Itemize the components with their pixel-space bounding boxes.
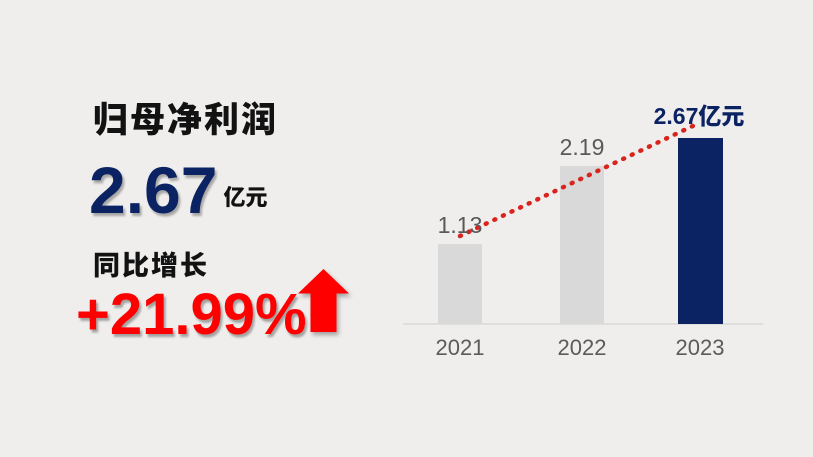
svg-text:2023: 2023: [676, 335, 725, 360]
svg-text:2.67亿元: 2.67亿元: [654, 97, 745, 131]
svg-text:1.13: 1.13: [438, 212, 483, 238]
svg-text:2022: 2022: [558, 335, 607, 360]
svg-text:2021: 2021: [436, 335, 485, 360]
svg-text:2.19: 2.19: [560, 134, 605, 160]
